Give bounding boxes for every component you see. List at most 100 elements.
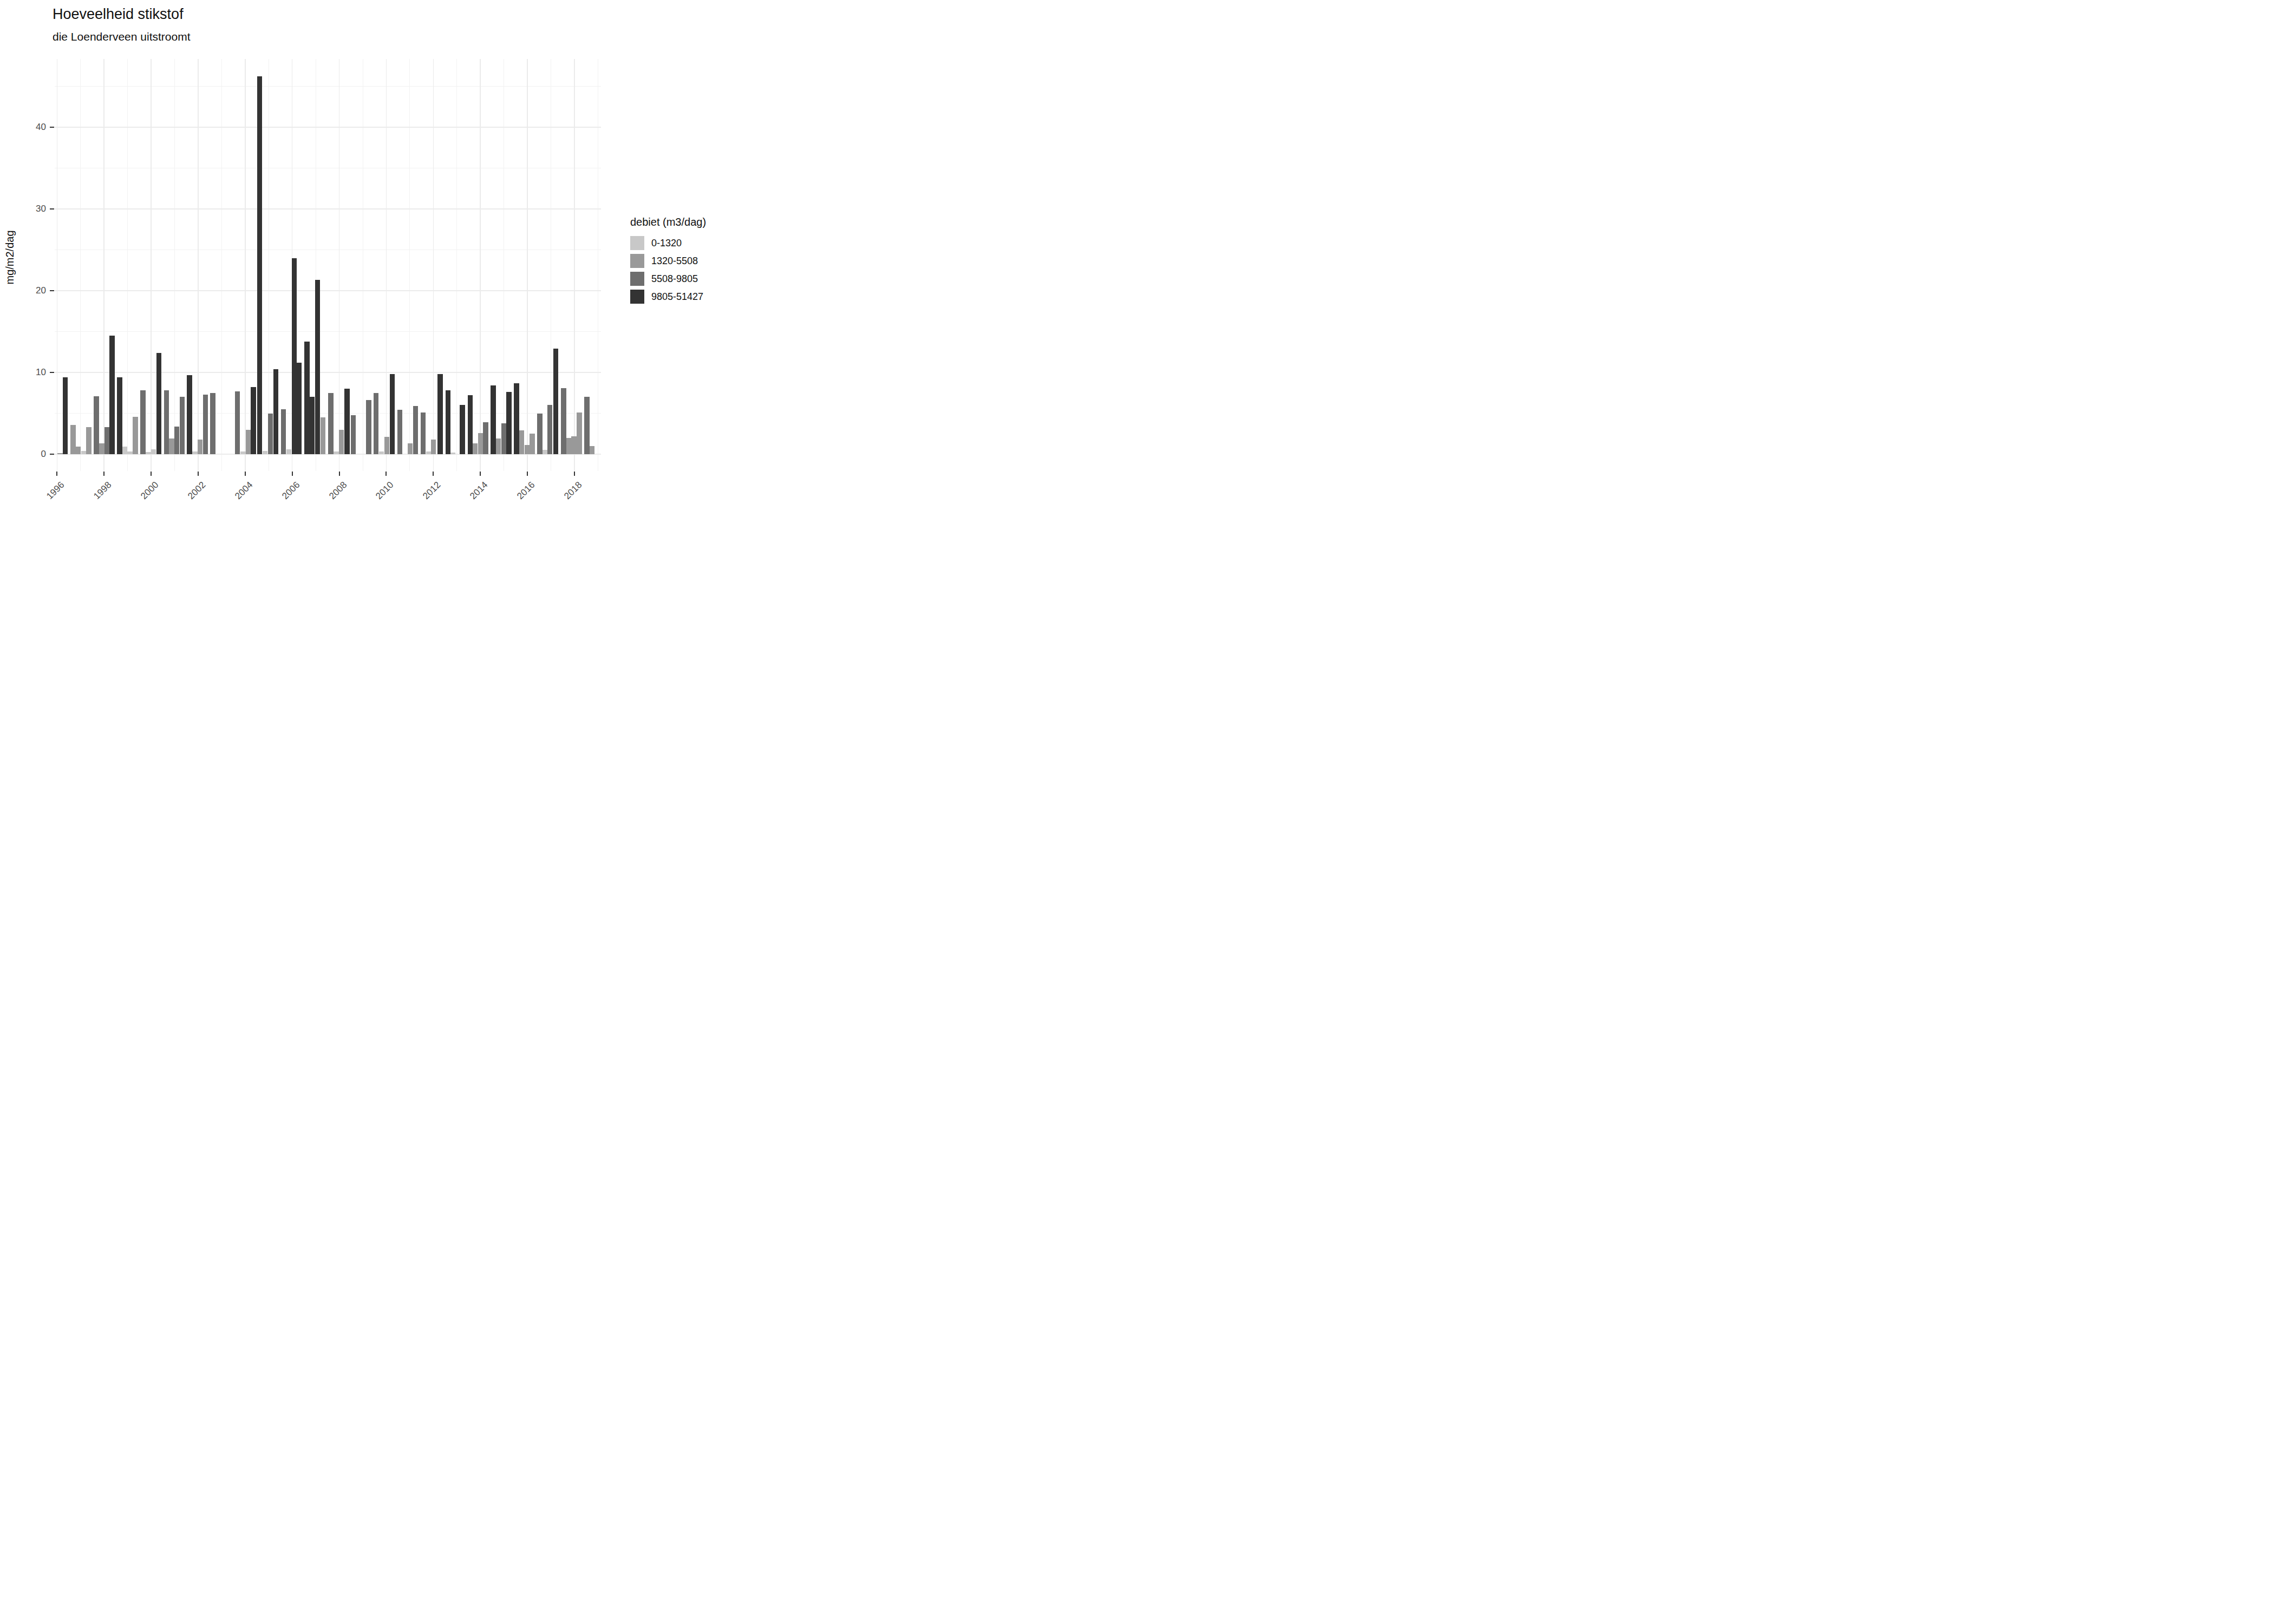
y-axis-tick — [50, 208, 54, 209]
bar — [310, 397, 315, 454]
legend-item-label: 1320-5508 — [651, 256, 698, 267]
y-tick-label: 0 — [14, 449, 46, 460]
bar — [57, 453, 62, 454]
bar — [413, 406, 418, 454]
bar — [397, 410, 402, 454]
gridline-major-x — [574, 59, 575, 471]
bar — [491, 385, 495, 454]
bar — [431, 440, 436, 454]
bar — [501, 423, 506, 454]
bar — [315, 280, 320, 454]
bar — [99, 443, 104, 454]
gridline-major-x — [433, 59, 434, 471]
legend-item: 9805-51427 — [630, 290, 706, 304]
bar — [164, 390, 169, 454]
gridline-minor-x — [127, 59, 128, 471]
bar — [86, 427, 91, 454]
bar — [547, 405, 552, 454]
legend-item: 0-1320 — [630, 236, 706, 250]
bar — [187, 375, 192, 454]
gridline-minor-x — [174, 59, 175, 471]
bar — [273, 369, 278, 454]
x-tick-label: 2012 — [397, 480, 443, 526]
y-axis-tick — [50, 372, 54, 373]
bar — [577, 412, 581, 454]
bar — [210, 393, 215, 454]
bar — [156, 353, 161, 454]
x-axis-tick — [198, 472, 199, 476]
legend-item: 1320-5508 — [630, 254, 706, 268]
bar — [109, 336, 114, 454]
bar — [519, 430, 524, 454]
legend: debiet (m3/dag) 0-13201320-55085508-9805… — [630, 216, 706, 307]
bar — [292, 258, 297, 454]
bar — [530, 434, 534, 454]
bar — [81, 451, 86, 454]
y-tick-label: 20 — [14, 285, 46, 296]
bar — [351, 415, 356, 454]
bar — [174, 427, 179, 454]
x-tick-label: 1998 — [68, 480, 114, 526]
bar — [122, 447, 127, 454]
bar — [553, 349, 558, 454]
bar — [180, 397, 185, 454]
bar — [496, 438, 501, 454]
gridline-major-x — [151, 59, 152, 471]
x-axis-tick — [151, 472, 152, 476]
bar — [483, 422, 488, 454]
plot-panel — [55, 59, 601, 471]
legend-title: debiet (m3/dag) — [630, 216, 706, 228]
y-tick-label: 40 — [14, 122, 46, 133]
bar — [133, 417, 138, 454]
legend-rows: 0-13201320-55085508-98059805-51427 — [630, 236, 706, 304]
bar — [379, 451, 384, 454]
bar — [286, 449, 291, 454]
x-axis-tick — [480, 472, 481, 476]
bar — [146, 452, 151, 454]
gridline-major-x — [198, 59, 199, 471]
y-tick-label: 10 — [14, 367, 46, 378]
legend-swatch — [630, 236, 644, 250]
x-tick-label: 2018 — [538, 480, 584, 526]
gridline-major-x — [339, 59, 340, 471]
gridline-major-x — [386, 59, 387, 471]
bar — [117, 377, 122, 454]
legend-swatch — [630, 290, 644, 304]
x-axis-tick — [245, 472, 246, 476]
bar — [257, 76, 262, 454]
bar — [384, 437, 389, 454]
bar — [63, 377, 68, 454]
chart-figure: Hoeveelheid stikstof die Loenderveen uit… — [0, 0, 758, 541]
bar — [537, 414, 542, 455]
bar — [450, 453, 455, 454]
x-tick-label: 2006 — [256, 480, 302, 526]
x-tick-label: 1996 — [21, 480, 67, 526]
gridline-major-y — [55, 208, 601, 209]
bar — [321, 417, 325, 454]
bar — [421, 412, 426, 454]
bar — [263, 451, 267, 454]
x-axis-tick — [103, 472, 104, 476]
bar — [390, 374, 395, 454]
x-axis-tick — [527, 472, 528, 476]
bar — [334, 451, 338, 454]
x-axis-tick — [339, 472, 340, 476]
bar — [76, 447, 81, 454]
bar — [203, 395, 208, 454]
y-tick-label: 30 — [14, 204, 46, 214]
bar — [590, 446, 594, 454]
x-tick-label: 2000 — [115, 480, 161, 526]
gridline-minor-x — [409, 59, 410, 471]
bar — [70, 425, 75, 454]
bar — [525, 445, 530, 454]
bar — [297, 363, 302, 454]
gridline-major-x — [245, 59, 246, 471]
bar — [140, 390, 145, 454]
legend-item-label: 0-1320 — [651, 238, 682, 249]
chart-title: Hoeveelheid stikstof — [53, 6, 184, 23]
x-tick-label: 2002 — [162, 480, 208, 526]
x-tick-label: 2008 — [303, 480, 349, 526]
bar — [584, 397, 589, 454]
gridline-minor-x — [456, 59, 457, 471]
bar — [240, 451, 245, 454]
